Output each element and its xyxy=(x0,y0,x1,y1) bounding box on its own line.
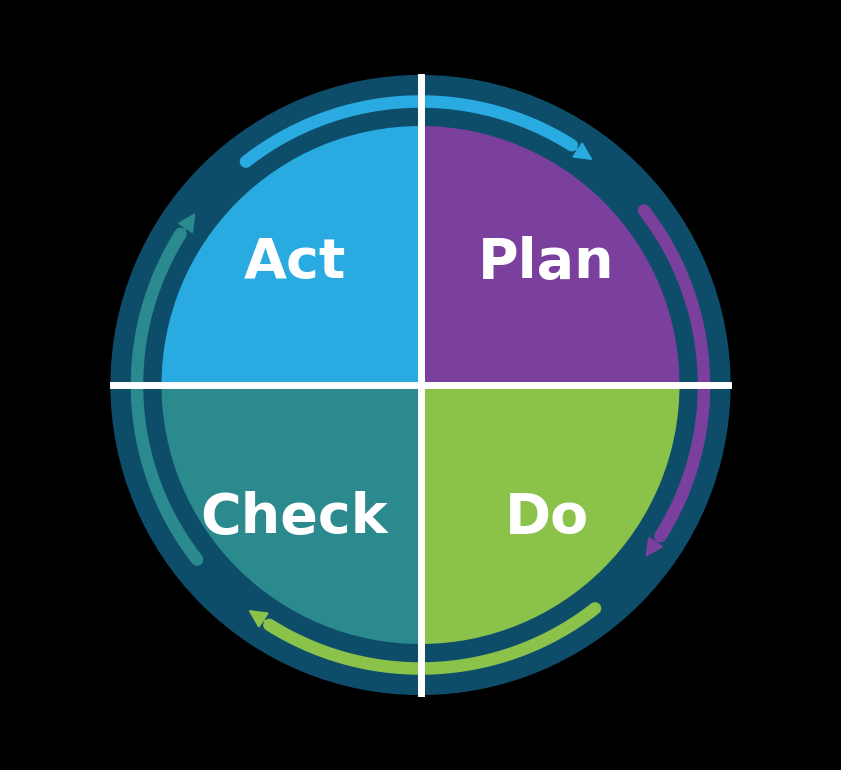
Wedge shape xyxy=(113,385,420,693)
Text: Check: Check xyxy=(201,491,389,545)
Text: Plan: Plan xyxy=(479,236,615,290)
Wedge shape xyxy=(113,77,420,385)
Wedge shape xyxy=(420,77,728,385)
Text: Do: Do xyxy=(505,491,589,545)
Text: Act: Act xyxy=(243,236,346,290)
Wedge shape xyxy=(420,385,728,693)
Wedge shape xyxy=(113,77,728,693)
